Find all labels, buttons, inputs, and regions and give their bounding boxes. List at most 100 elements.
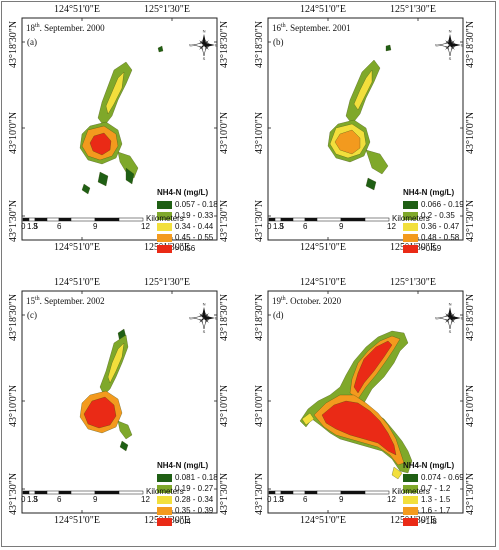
scale-segment [118,490,144,495]
legend-item: 0.36 - 0.47 [403,221,464,232]
scale-segment [22,490,30,495]
legend: NH4-N (mg/L) 0.081 - 0.18 0.19 - 0.27 0.28 … [157,461,218,527]
legend-item: 1.3 - 1.5 [403,494,464,505]
scale-tick-label: 1.5 [27,222,39,231]
concentration-zone [353,340,393,394]
compass-letter-w: W [189,43,193,48]
concentration-zone [125,167,135,185]
scale-segment [46,490,60,495]
compass-icon: N E S W [189,29,218,62]
legend: NH4-N (mg/L) 0.057 - 0.18 0.19 - 0.33 0.34 … [157,188,218,254]
concentration-zone [334,129,361,155]
legend-item: >0.4 [157,516,218,527]
legend-label: 1.6 - 1.7 [421,506,451,515]
scale-segment [280,490,294,495]
lake-map [79,328,133,452]
legend-item: 1.6 - 1.7 [403,505,464,516]
date-suffix: th [35,23,40,29]
lon-label-top-0: 124°51'0"E [300,277,346,288]
concentration-zone [105,71,125,115]
compass-letter-e: E [461,43,464,48]
scale-segment [292,490,306,495]
scale-tick-label: 9 [93,222,98,231]
legend-swatch [157,233,172,242]
lat-label-left-2: 43°1'30"N [8,199,19,242]
scale-tick-label: 1.5 [27,495,39,504]
scale-segment [274,490,282,495]
legend-swatch [157,484,172,493]
date-rest: . October. 2020 [285,296,342,306]
lat-label-right-0: 43°18'30"N [465,293,476,341]
legend-swatch [157,506,172,515]
concentration-zone [89,132,112,156]
compass-letter-n: N [203,302,206,307]
scale-tick-label: 3 [279,495,284,504]
scale-bar [268,490,390,495]
legend-label: 0.074 - 0.69 [421,473,464,482]
compass-letter-s: S [449,56,452,61]
legend-item: 0.074 - 0.69 [403,472,464,483]
map-panel-b: NESW124°51'0"E124°51'0"E125°1'30"E125°1'… [253,3,488,267]
legend-swatch [157,211,172,220]
lat-label-left-1: 43°10'0"N [254,384,265,427]
legend-swatch [403,517,418,526]
legend-swatch [403,200,418,209]
concentration-zone [353,69,373,111]
concentration-zone [365,177,377,191]
concentration-zone [385,44,392,52]
lat-label-left-0: 43°18'30"N [254,293,265,341]
map-panel-a: NESW124°51'0"E124°51'0"E125°1'30"E125°1'… [7,3,242,267]
lat-label-right-0: 43°18'30"N [219,293,230,341]
lat-label-right-0: 43°18'30"N [465,20,476,68]
scale-unit-label: Kilometers [146,214,184,223]
concentration-zone [117,151,139,179]
lat-label-right-1: 43°10'0"N [465,384,476,427]
map-svg-c: N E S W [21,290,218,514]
scale-segment [292,217,306,222]
scale-segment [34,490,48,495]
legend-item: 0.28 - 0.34 [157,494,218,505]
lat-label-right-1: 43°10'0"N [219,111,230,154]
concentration-zone [391,466,403,480]
legend-swatch [157,200,172,209]
legend-swatch [403,211,418,220]
lon-label-top-0: 124°51'0"E [54,277,100,288]
scale-tick-label: 3 [33,222,38,231]
date-label: 16th. September. 2001 [272,23,351,33]
scale-segment [340,490,366,495]
legend: NH4-N (mg/L) 0.074 - 0.69 0.7 - 1.2 1.3 - 1… [403,461,464,527]
panel-letter: (d) [273,310,284,320]
legend-item: 0.45 - 0.55 [157,232,218,243]
lat-label-left-0: 43°18'30"N [254,20,265,68]
scale-segment [118,217,144,222]
date-label: 15th. September. 2002 [26,296,105,306]
lon-label-bottom-0: 124°51'0"E [300,242,346,253]
legend-item: 0.35 - 0.39 [157,505,218,516]
legend-item: 0.081 - 0.18 [157,472,218,483]
scale-segment [22,217,30,222]
lat-label-right-0: 43°18'30"N [219,20,230,68]
scale-segment [94,490,120,495]
legend-item: 0.48 - 0.58 [403,232,464,243]
legend-label: 0.19 - 0.27 [175,484,214,493]
scale-tick-label: 3 [279,222,284,231]
lat-label-right-2: 43°1'30"N [219,199,230,242]
legend-label: >0.59 [421,244,442,253]
lat-label-left-2: 43°1'30"N [8,472,19,515]
concentration-zone [321,400,397,456]
scale-bar [22,217,144,222]
legend-label: 0.48 - 0.58 [421,233,460,242]
compass-letter-w: W [435,316,439,321]
scale-bar [22,490,144,495]
legend-swatch [157,495,172,504]
legend-item: >0.56 [157,243,218,254]
map-svg-d: N E S W [267,290,464,514]
panel-letter: (a) [27,37,37,47]
legend-item: >0.59 [403,243,464,254]
date-rest: . September. 2000 [39,23,105,33]
legend-swatch [403,473,418,482]
legend-swatch [403,495,418,504]
legend-label: 0.28 - 0.34 [175,495,214,504]
date-suffix: th [281,23,286,29]
scale-segment [34,217,48,222]
